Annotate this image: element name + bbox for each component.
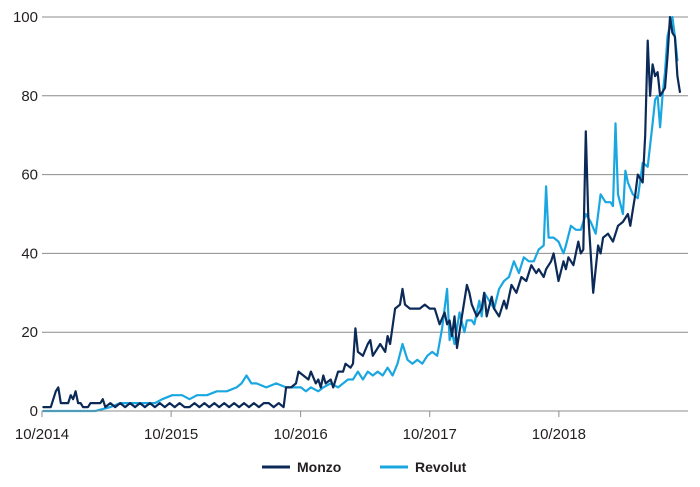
y-tick-label: 20 — [21, 324, 38, 341]
legend-label-monzo: Monzo — [297, 459, 341, 475]
legend-label-revolut: Revolut — [415, 459, 467, 475]
y-tick-label: 0 — [30, 403, 38, 420]
y-tick-label: 60 — [21, 167, 38, 184]
y-axis-tick-labels: 0 20 40 60 80 100 — [13, 9, 38, 420]
y-tick-label: 80 — [21, 88, 38, 105]
x-tick-label: 10/2015 — [144, 426, 198, 443]
chart-series — [42, 15, 681, 413]
x-tick-label: 10/2014 — [15, 426, 69, 443]
y-tick-label: 40 — [21, 245, 38, 262]
legend: Monzo Revolut — [262, 459, 467, 475]
y-tick-label: 100 — [13, 9, 38, 26]
series-line-revolut — [42, 15, 679, 413]
x-axis-tick-labels: 10/2014 10/2015 10/2016 10/2017 10/2018 — [15, 411, 586, 443]
x-tick-label: 10/2018 — [532, 426, 586, 443]
x-tick-label: 10/2017 — [403, 426, 457, 443]
series-line-monzo — [42, 15, 681, 409]
chart-gridlines — [42, 16, 688, 333]
x-tick-label: 10/2016 — [273, 426, 327, 443]
